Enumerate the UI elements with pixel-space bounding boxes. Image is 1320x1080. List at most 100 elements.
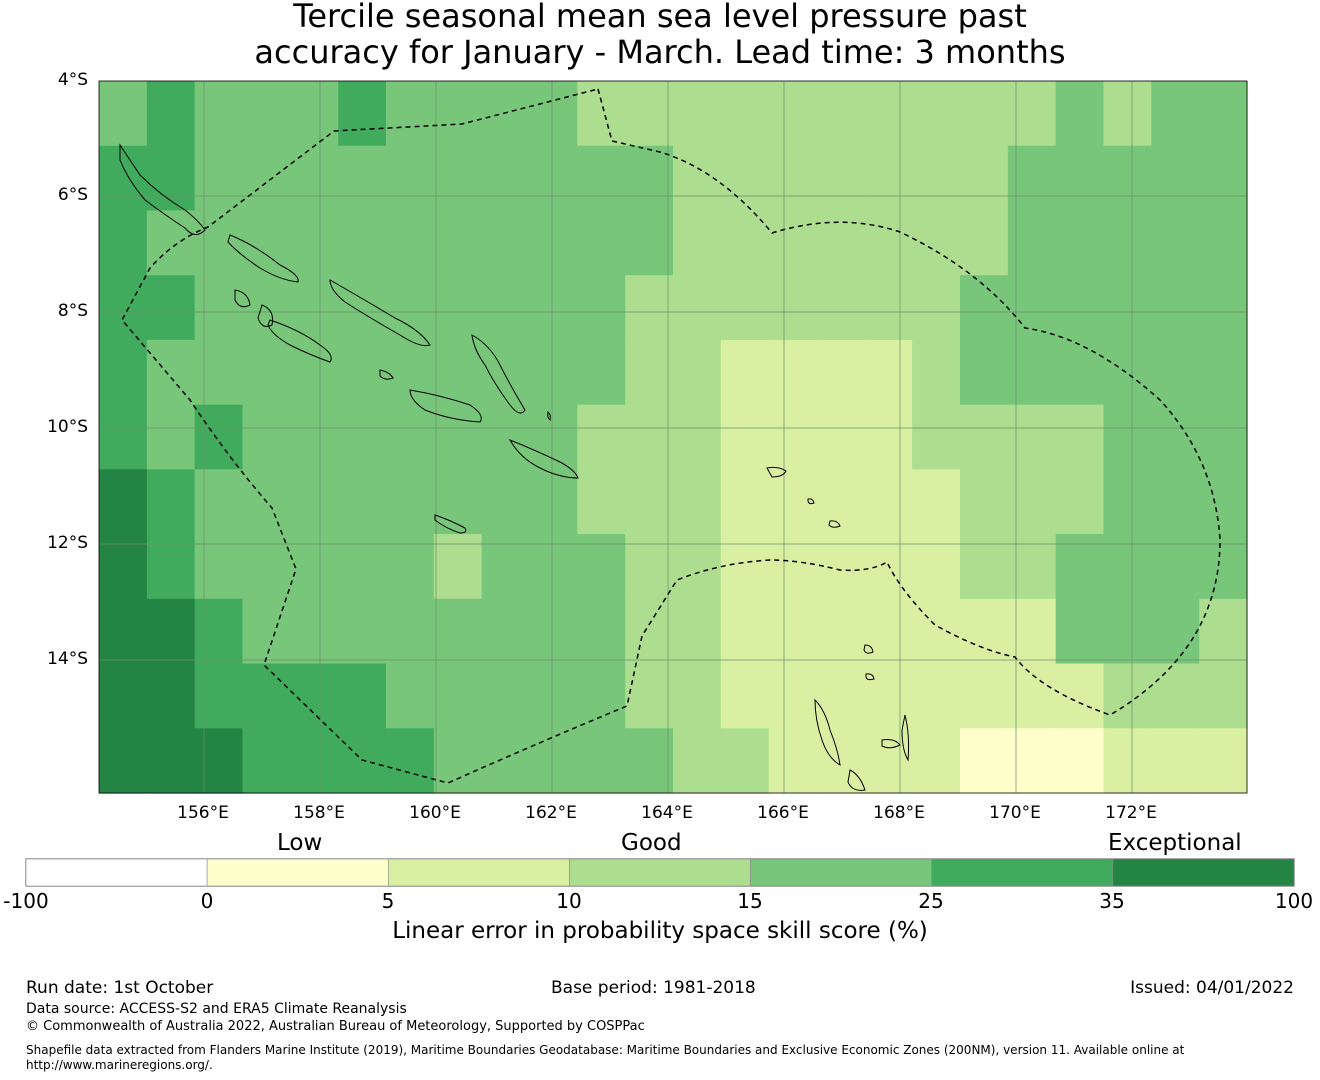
skill-cell <box>1199 598 1248 665</box>
skill-cell <box>99 598 148 665</box>
skill-cell <box>960 81 1009 147</box>
skill-cell <box>433 275 483 341</box>
graticule <box>99 81 1247 793</box>
skill-cell <box>194 663 244 729</box>
skill-cell <box>864 339 913 406</box>
skill-cell <box>1151 339 1200 406</box>
skill-cell <box>768 145 818 212</box>
data-source: Data source: ACCESS-S2 and ERA5 Climate … <box>26 1001 407 1017</box>
skill-cell <box>146 728 196 794</box>
lon-label-170e: 170°E <box>989 803 1041 823</box>
skill-cell <box>960 404 1009 470</box>
skill-cell <box>529 275 578 341</box>
skill-cell <box>481 275 531 341</box>
skill-cell <box>912 663 961 729</box>
skill-cell <box>1103 145 1152 212</box>
coastline <box>227 234 299 283</box>
skill-cell <box>1055 728 1105 794</box>
skill-cell <box>433 469 483 535</box>
skill-cell <box>816 534 865 600</box>
skill-cell <box>1103 728 1152 794</box>
skill-cell <box>338 81 387 147</box>
coastline <box>814 698 841 766</box>
skill-cell <box>242 339 291 406</box>
skill-cell <box>1151 728 1200 794</box>
skill-cell <box>1151 663 1200 729</box>
skill-cell <box>1055 404 1105 470</box>
skill-cell <box>1199 145 1248 212</box>
colorbar-tick: 25 <box>918 889 944 913</box>
skill-cell <box>146 663 196 729</box>
skill-cell <box>816 145 865 212</box>
skill-cell <box>912 275 961 341</box>
skill-cell <box>912 210 961 276</box>
skill-cell <box>146 210 196 276</box>
colorbar-tick: 5 <box>381 889 395 913</box>
skill-cell <box>242 145 291 212</box>
colorbar <box>25 858 1295 887</box>
skill-cell <box>99 210 148 276</box>
skill-cell <box>1151 145 1200 212</box>
lon-label-172e: 172°E <box>1105 803 1157 823</box>
skill-cell <box>720 534 770 600</box>
coastline <box>329 279 431 346</box>
skill-cell <box>816 404 865 470</box>
skill-cell <box>529 145 578 212</box>
skill-cell <box>529 210 578 276</box>
skill-cell <box>720 339 770 406</box>
skill-cell <box>960 469 1009 535</box>
skill-cell <box>816 275 865 341</box>
skill-cell <box>1103 469 1152 535</box>
skill-cell <box>1199 728 1248 794</box>
colorbar-tick: 10 <box>556 889 582 913</box>
map-frame <box>98 80 1248 794</box>
skill-cell <box>386 275 435 341</box>
skill-cell <box>194 275 244 341</box>
skill-cell <box>242 728 291 794</box>
skill-cell <box>1007 210 1057 276</box>
skill-cell <box>577 534 626 600</box>
colorbar-tick: 15 <box>737 889 763 913</box>
skill-cell <box>864 469 913 535</box>
colorbar-segment <box>569 858 751 887</box>
skill-cell <box>768 663 818 729</box>
skill-cell <box>1007 663 1057 729</box>
skill-cell <box>290 275 339 341</box>
coastline <box>881 739 901 749</box>
skill-cell <box>1199 534 1248 600</box>
skill-cell <box>912 339 961 406</box>
skill-cell <box>768 275 818 341</box>
skill-cell <box>720 728 770 794</box>
skill-cell <box>433 728 483 794</box>
lat-label-8s: 8°S <box>57 301 88 321</box>
skill-cell <box>1007 81 1057 147</box>
coastline <box>828 520 841 528</box>
skill-cell <box>864 275 913 341</box>
skill-cell <box>338 210 387 276</box>
skill-cell <box>99 404 148 470</box>
skill-cell <box>1103 598 1152 665</box>
skill-cell <box>1151 81 1200 147</box>
skill-cell <box>673 210 722 276</box>
lat-label-14s: 14°S <box>47 649 88 669</box>
lat-label-12s: 12°S <box>47 533 88 553</box>
skill-cell <box>673 81 722 147</box>
skill-cell <box>338 404 387 470</box>
skill-cell <box>1199 275 1248 341</box>
lat-label-10s: 10°S <box>47 417 88 437</box>
skill-cell <box>625 663 674 729</box>
skill-cell <box>1007 469 1057 535</box>
skill-cell <box>1055 145 1105 212</box>
skill-cell <box>673 598 722 665</box>
skill-cell <box>146 339 196 406</box>
skill-cell <box>625 728 674 794</box>
lon-label-158e: 158°E <box>293 803 345 823</box>
skill-cell <box>864 210 913 276</box>
skill-cell <box>1151 469 1200 535</box>
skill-cell <box>481 404 531 470</box>
skill-cell <box>529 339 578 406</box>
skill-cell <box>625 598 674 665</box>
skill-cell <box>912 728 961 794</box>
skill-cell <box>338 534 387 600</box>
skill-cell <box>912 469 961 535</box>
